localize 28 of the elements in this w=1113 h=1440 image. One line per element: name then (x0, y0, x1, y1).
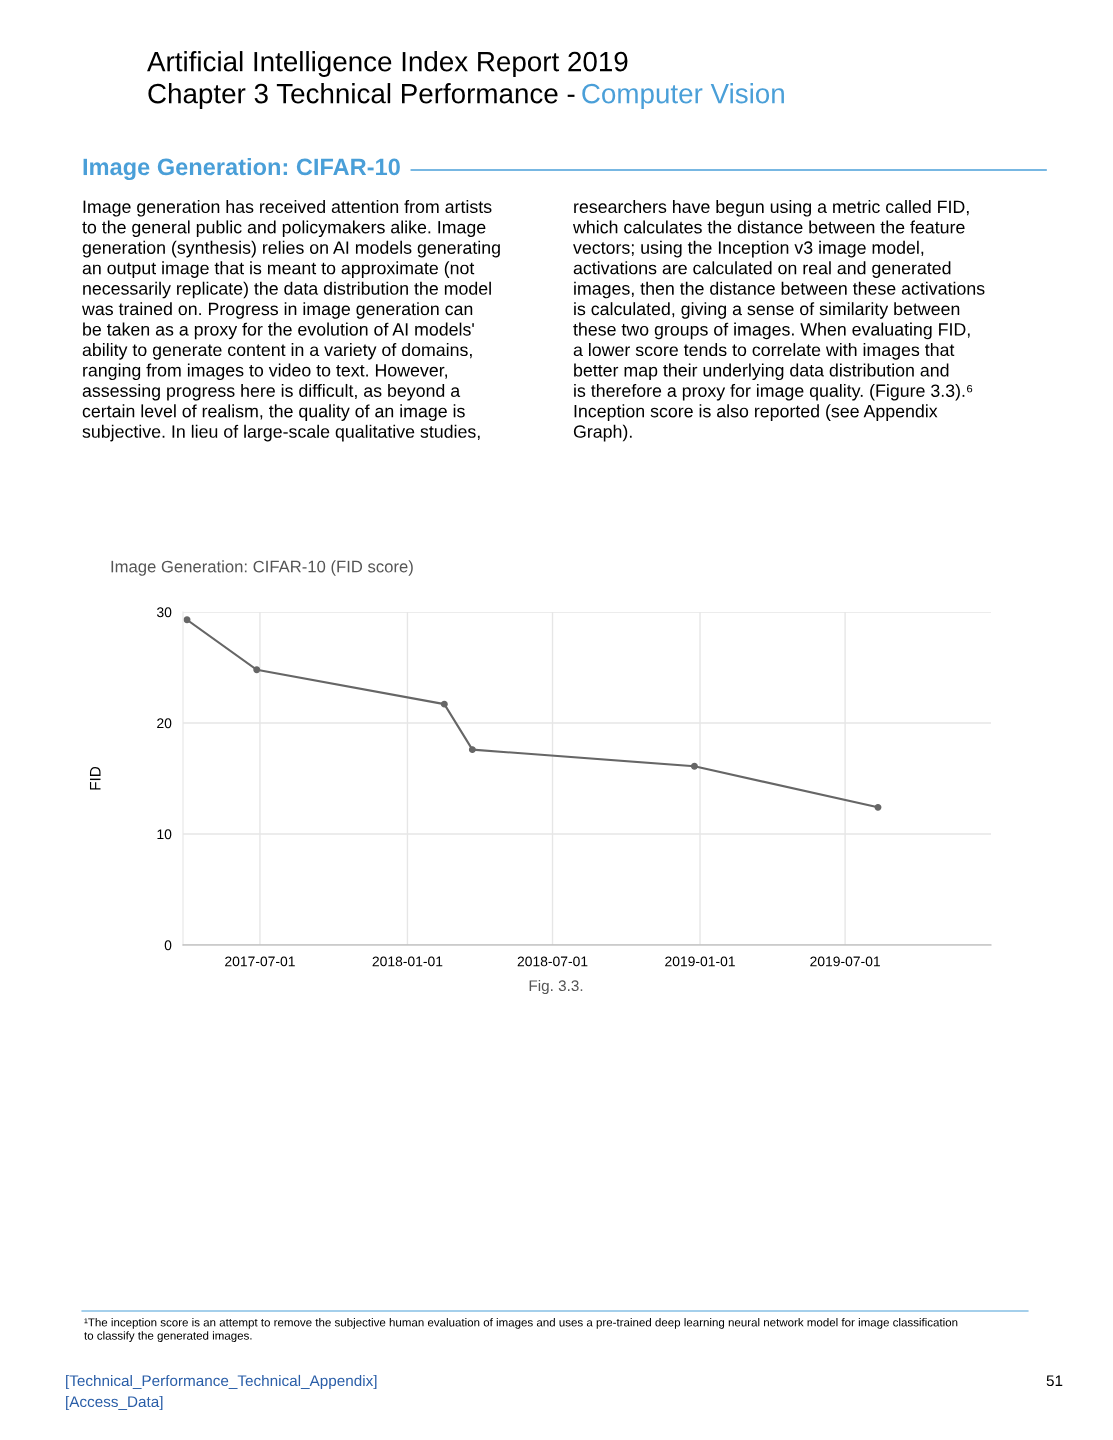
point (690, 762, 698, 770)
x-tick-label: 2017-07-01 (225, 956, 295, 967)
caption: Fig. 3.3. (529, 979, 583, 995)
point (440, 700, 448, 708)
x-tick-label: 2018-01-01 (372, 956, 443, 967)
text: [Technical_Performance_Technical_Appendix] (66, 1374, 377, 1390)
y-tick-label: 0 (164, 940, 172, 951)
point (253, 666, 261, 674)
y-tick-label: 20 (157, 718, 172, 729)
text: 51 (1046, 1375, 1063, 1387)
y-axis-title: FID (89, 766, 101, 790)
point (468, 746, 476, 754)
text: Image generation has received attention from artists to the general public and policymakers alike. Image generation (synthesis) relies on AI models generating an output image that is meant to approximate (not necessarily replicate) the data distribution the model was trained on. Progress in image generation can be taken as a proxy for the evolution of AI models' ability to generate content in a variety of domains, ranging from images to video to text. However, assessing progress here is difficult, as beyond a certain level of realism, the quality of an image is subjective. In lieu of large-scale qualitative studies, (81, 200, 500, 442)
text: [Access_Data] (66, 1395, 163, 1411)
x-tick-label: 2018-07-01 (517, 956, 588, 967)
x-tick-label: 2019-01-01 (665, 956, 735, 967)
text: Chapter 3 Technical Performance - (148, 83, 575, 109)
x-tick-label: 2019-07-01 (810, 956, 880, 967)
text: researchers have begun using a metric called FID, which calculates the distance between the feature vectors; using the Inception v3 image model, activations are calculated on real and generated images, then the distance between these activations is calculated, giving a sense of similarity between these two groups of images. When evaluating FID, a lower score tends to correlate with images that better map their underlying data distribution and is therefore a proxy for image quality. (Figure 3.3).⁶ Inception score is also reported (see Appendix Graph). (572, 200, 985, 442)
y-tick-label: 30 (156, 607, 172, 618)
text: Image Generation: CIFAR-10 (83, 157, 400, 181)
point (183, 616, 191, 624)
text: Computer Vision (582, 83, 784, 109)
point (874, 803, 882, 811)
y-tick-label: 10 (157, 829, 172, 840)
text: ¹The inception score is an attempt to remove the subjective human evaluation of images and uses a pre-trained deep learning neural network model for image classification to classify the generated images. (84, 1318, 958, 1342)
chart-title: Image Generation: CIFAR-10 (FID score) (111, 560, 413, 576)
text: Artificial Intelligence Index Report 2019 (147, 51, 628, 77)
